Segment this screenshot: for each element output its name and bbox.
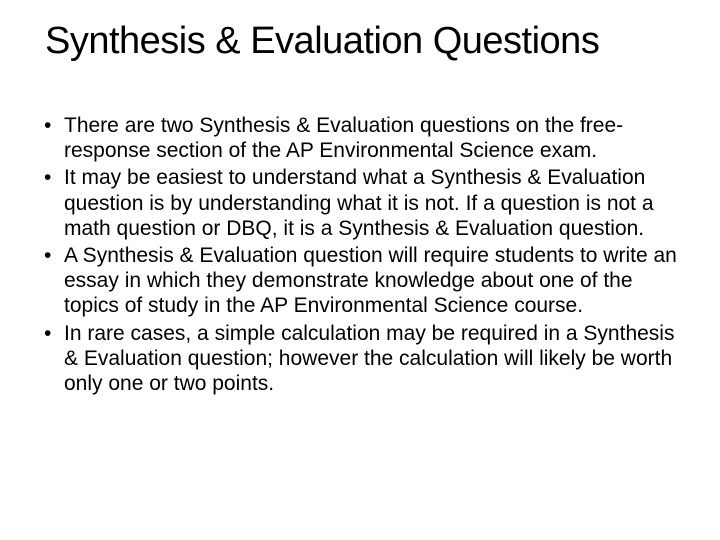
list-item: In rare cases, a simple calculation may … [40, 321, 690, 397]
list-item: There are two Synthesis & Evaluation que… [40, 113, 690, 163]
list-item: It may be easiest to understand what a S… [40, 165, 690, 241]
list-item: A Synthesis & Evaluation question will r… [40, 243, 690, 319]
bullet-list: There are two Synthesis & Evaluation que… [30, 113, 690, 396]
slide-title: Synthesis & Evaluation Questions [45, 20, 690, 63]
